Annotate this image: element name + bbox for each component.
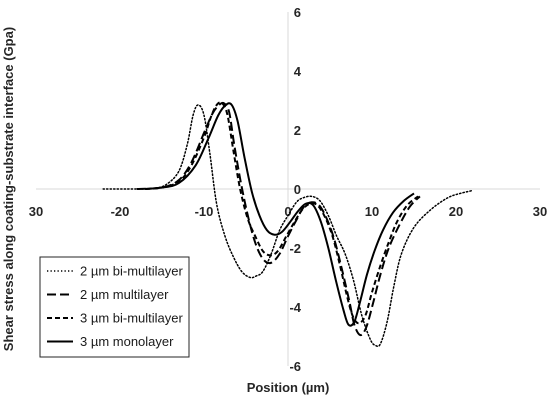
series-line-2	[136, 101, 421, 337]
series-line-3	[145, 101, 419, 325]
y-tick-label: -6	[289, 359, 301, 374]
series-lines	[102, 101, 474, 348]
series-line-4	[145, 102, 415, 327]
x-tick-label: 10	[365, 204, 379, 219]
y-tick-label: 2	[294, 123, 301, 138]
x-axis-title: Position (µm)	[247, 380, 330, 395]
x-tick-label: -10	[195, 204, 214, 219]
legend: 2 µm bi-multilayer 2 µm multilayer 3 µm bi…	[39, 256, 190, 358]
y-tick-label: -4	[289, 300, 301, 315]
legend-box	[39, 256, 190, 358]
legend-entries: 2 µm bi-multilayer 2 µm multilayer 3 µm bi…	[47, 264, 184, 349]
x-tick-label: -20	[111, 204, 130, 219]
x-tick-label: 20	[449, 204, 463, 219]
y-tick-label: 0	[294, 182, 301, 197]
y-axis-title: Shear stress along coating-substrate int…	[1, 27, 16, 351]
x-tick-labels: 30 -20 -10 0 10 20 30	[29, 204, 547, 219]
legend-label: 3 µm bi-multilayer	[80, 311, 184, 326]
y-tick-label: 4	[294, 64, 302, 79]
y-tick-labels: -6 -4 -2 0 2 4 6	[289, 5, 301, 374]
y-tick-label: 6	[294, 5, 301, 20]
legend-label: 3 µm monolayer	[80, 334, 174, 349]
series-line-1	[102, 104, 474, 348]
y-tick-label: -2	[289, 241, 301, 256]
x-tick-label: 30	[533, 204, 547, 219]
x-tick-label: 30	[29, 204, 43, 219]
legend-label: 2 µm bi-multilayer	[80, 264, 184, 279]
x-tick-label: 0	[284, 204, 291, 219]
legend-label: 2 µm multilayer	[80, 287, 169, 302]
